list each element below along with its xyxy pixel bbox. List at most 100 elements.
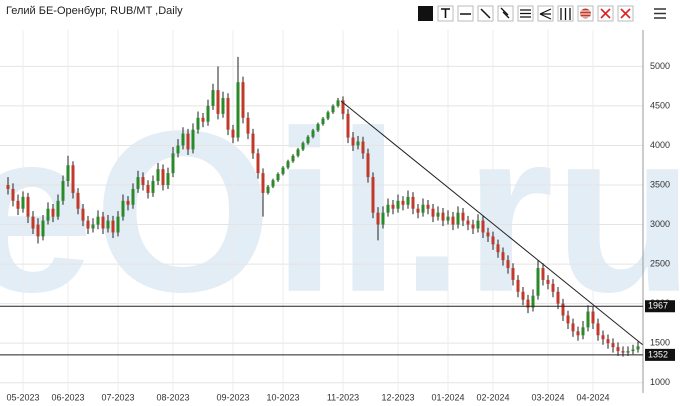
candle-body [626,351,630,353]
candle-body [261,173,265,193]
candle-body [376,212,380,225]
candle-body [271,180,275,187]
y-tick-label: 4000 [650,140,670,150]
candle-body [411,196,415,209]
candle-body [421,204,425,213]
candle-body [491,236,495,245]
x-tick-label: 11-2023 [327,392,359,402]
tool-fib[interactable] [577,5,594,22]
candle-body [71,165,75,193]
candle-body [166,173,170,186]
x-tick-label: 01-2024 [431,392,464,402]
candle-body [236,82,240,138]
candle-body [66,165,70,182]
candle-body [401,200,405,205]
candle-body [221,98,225,114]
candle-body [321,118,325,125]
candle-body [636,346,640,350]
candle-body [476,220,480,229]
candle-body [231,129,235,138]
candle-body [306,136,310,144]
candle-body [131,188,135,205]
candle-body [551,283,555,292]
y-tick-label: 3000 [650,219,670,229]
menu-button[interactable] [652,6,668,21]
tool-lines[interactable] [517,5,534,22]
candle-body [106,220,110,229]
candle-body [471,224,475,229]
candle-body [126,200,130,205]
candle-body [21,196,25,209]
tool-delete[interactable] [597,5,614,22]
tool-hline[interactable] [457,5,474,22]
candle-body [311,130,315,137]
candle-body [16,200,20,209]
candle-body [391,204,395,209]
tool-delete-all[interactable] [617,5,634,22]
tool-fan[interactable] [537,5,554,22]
tool-vlines[interactable] [557,5,574,22]
candle-body [161,169,165,186]
x-tick-label: 07-2023 [101,392,134,402]
candle-body [591,311,595,324]
tool-channel[interactable] [497,5,514,22]
candle-body [621,351,625,353]
candle-body [326,112,330,119]
candle-body [431,208,435,217]
candle-body [631,349,635,352]
candle-body [481,220,485,233]
candle-body [211,90,215,106]
candle-body [341,100,345,114]
candle-body [256,153,260,174]
candle-body [456,212,460,225]
candle-body [146,185,150,193]
candle-body [216,90,220,114]
candle-body [611,343,615,348]
candle-body [56,200,60,217]
candle-body [436,212,440,217]
x-tick-label: 02-2024 [476,392,509,402]
toolbar [418,5,668,22]
candle-body [41,220,45,237]
candle-body [141,177,145,186]
candle-body [121,200,125,217]
candle-body [416,208,420,213]
candle-body [156,169,160,182]
candle-body [556,291,560,304]
tool-trend[interactable] [477,5,494,22]
x-tick-label: 09-2023 [216,392,249,402]
level-label: 1352 [648,349,668,359]
candle-body [301,143,305,150]
candle-body [76,192,80,209]
y-tick-label: 4500 [650,100,670,110]
candle-body [606,339,610,344]
y-tick-label: 1500 [650,338,670,348]
candle-body [571,323,575,332]
tool-text[interactable] [437,5,454,22]
candle-body [331,105,335,113]
candle-body [561,303,565,316]
candle-body [91,224,95,229]
candle-body [511,268,515,280]
candle-body [541,268,545,280]
candle-body [6,185,10,189]
candle-body [361,141,365,154]
candle-body [601,335,605,340]
candle-body [316,124,320,131]
candle-body [241,82,245,118]
tool-color[interactable] [418,6,433,21]
candle-body [531,295,535,308]
y-tick-label: 1000 [650,377,670,387]
candle-body [11,188,15,201]
candle-body [486,232,490,237]
candle-body [566,315,570,324]
candle-body [176,145,180,154]
x-tick-label: 05-2023 [6,392,39,402]
candle-body [396,200,400,209]
candle-body [506,260,510,269]
candle-body [616,347,620,352]
y-tick-label: 5000 [650,61,670,71]
candle-body [296,149,300,156]
candle-body [451,216,455,225]
candle-body [196,117,200,130]
